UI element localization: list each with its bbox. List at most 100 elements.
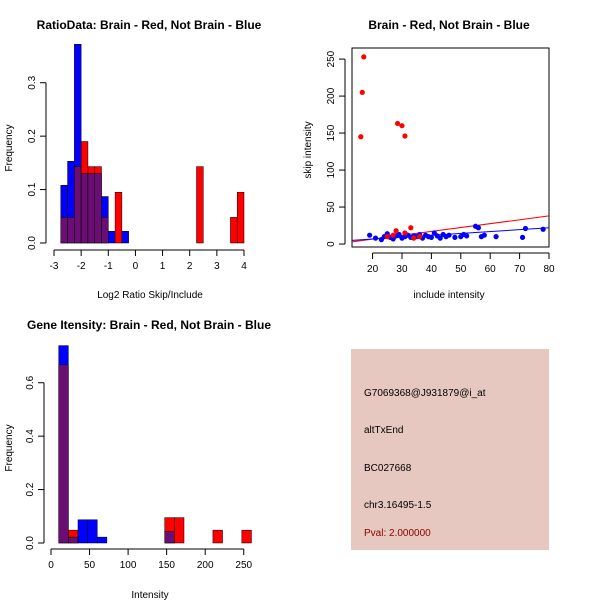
bar-overlap [87, 173, 95, 244]
bar-brain [114, 192, 123, 244]
y-tick-label: 0.0 [27, 236, 38, 250]
x-axis-label: Intensity [131, 590, 168, 600]
x-tick-label: 150 [158, 560, 175, 571]
x-axis-label: Log2 Ratio Skip/Include [97, 290, 203, 301]
plot-frame [351, 47, 550, 248]
event-type-text: altTxEnd [364, 425, 403, 436]
y-tick-label: 0.6 [25, 375, 36, 389]
bar-brain [241, 529, 252, 544]
info-panel-background [351, 349, 549, 550]
accession-text: BC027668 [364, 463, 412, 474]
axes-group: 20 30 40 50 60 70 80 0 50 100 150 200 250 [326, 50, 555, 275]
pval-text: Pval: 2.000000 [364, 528, 431, 539]
point-brain [399, 123, 405, 129]
chart-title: Brain - Red, Not Brain - Blue [368, 18, 530, 32]
y-tick-label: 0 [326, 241, 337, 247]
x-tick-label: 200 [197, 560, 214, 571]
x-tick-label: 0 [133, 261, 139, 272]
y-tick-label: 250 [326, 50, 337, 67]
y-axis-label: skip intensity [303, 121, 314, 178]
x-tick-label: 40 [426, 264, 438, 275]
bar-not-brain [77, 519, 88, 544]
axes-group: -3 -2 -1 0 1 2 3 4 0.0 0.1 0.2 0.3 [27, 75, 247, 272]
scatter-panel: Brain - Red, Not Brain - Blue include in… [303, 18, 555, 301]
x-tick-label: 0 [48, 560, 54, 571]
x-tick-label: 2 [187, 261, 193, 272]
y-tick-label: 50 [326, 201, 337, 213]
x-tick-label: 50 [84, 560, 96, 571]
point-not-brain [446, 232, 452, 238]
point-brain [393, 228, 399, 234]
bar-overlap [80, 173, 89, 244]
y-tick-label: 0.0 [25, 536, 36, 550]
y-tick-label: 200 [326, 87, 337, 104]
bars-group [58, 345, 252, 544]
bar-not-brain [97, 536, 108, 544]
point-not-brain [464, 233, 470, 239]
point-not-brain [396, 231, 402, 238]
point-brain [402, 133, 408, 139]
bar-overlap [74, 166, 82, 244]
y-tick-label: 0.1 [27, 182, 38, 196]
bar-brain [212, 529, 223, 544]
location-text: chr3.16495-1.5 [364, 500, 432, 511]
point-not-brain [367, 232, 373, 238]
point-not-brain [493, 234, 499, 240]
bar-brain [196, 166, 204, 244]
x-tick-label: 20 [367, 264, 379, 275]
point-not-brain [481, 232, 487, 238]
bar-overlap [94, 173, 102, 244]
x-tick-label: 70 [514, 264, 526, 275]
point-not-brain [437, 235, 443, 241]
point-not-brain [428, 234, 434, 240]
probe-id-text: G7069368@J931879@i_at [364, 388, 486, 399]
y-tick-label: 100 [326, 161, 337, 178]
chart-title: RatioData: Brain - Red, Not Brain - Blue [37, 18, 262, 32]
bar-brain [236, 192, 245, 244]
axes-group: 0 50 100 150 200 250 0.0 0.2 0.4 0.6 [25, 375, 253, 571]
x-tick-label: -3 [50, 261, 59, 272]
y-axis-label: Frequency [4, 424, 15, 471]
x-tick-label: 4 [241, 261, 247, 272]
y-tick-label: 150 [326, 124, 337, 141]
x-tick-label: 3 [214, 261, 220, 272]
bar-overlap [101, 217, 109, 244]
bar-overlap [68, 536, 79, 544]
point-not-brain [452, 234, 458, 240]
x-tick-label: 30 [396, 264, 408, 275]
x-tick-label: 60 [485, 264, 497, 275]
point-not-brain [522, 225, 529, 232]
bar-brain [230, 217, 238, 244]
x-tick-label: 100 [120, 560, 137, 571]
point-not-brain [372, 235, 379, 241]
bar-not-brain [87, 519, 98, 544]
bar-not-brain [121, 230, 129, 244]
point-brain [384, 234, 390, 240]
chart-title: Gene Itensity: Brain - Red, Not Brain - … [27, 318, 271, 332]
bar-overlap [164, 531, 175, 544]
y-tick-label: 0.4 [25, 429, 36, 443]
x-tick-label: 250 [235, 560, 252, 571]
x-tick-label: 50 [455, 264, 467, 275]
bar-not-brain [108, 230, 116, 244]
x-tick-label: 80 [543, 264, 555, 275]
y-tick-label: 0.3 [27, 75, 38, 89]
y-tick-label: 0.2 [25, 482, 36, 496]
point-not-brain [475, 225, 482, 231]
point-brain [402, 230, 408, 236]
bar-overlap [67, 217, 75, 244]
point-not-brain [519, 234, 526, 240]
ratio-histogram-panel: RatioData: Brain - Red, Not Brain - Blue… [4, 18, 262, 301]
bar-brain [174, 517, 185, 544]
point-brain [358, 134, 364, 140]
x-tick-label: -1 [104, 261, 113, 272]
bar-overlap [58, 364, 69, 544]
bar-overlap [60, 217, 68, 244]
y-tick-label: 0.2 [27, 129, 38, 143]
point-brain [408, 225, 414, 231]
x-axis-label: include intensity [413, 290, 484, 301]
point-brain [390, 232, 396, 238]
point-not-brain [540, 226, 546, 232]
x-tick-label: -2 [77, 261, 86, 272]
